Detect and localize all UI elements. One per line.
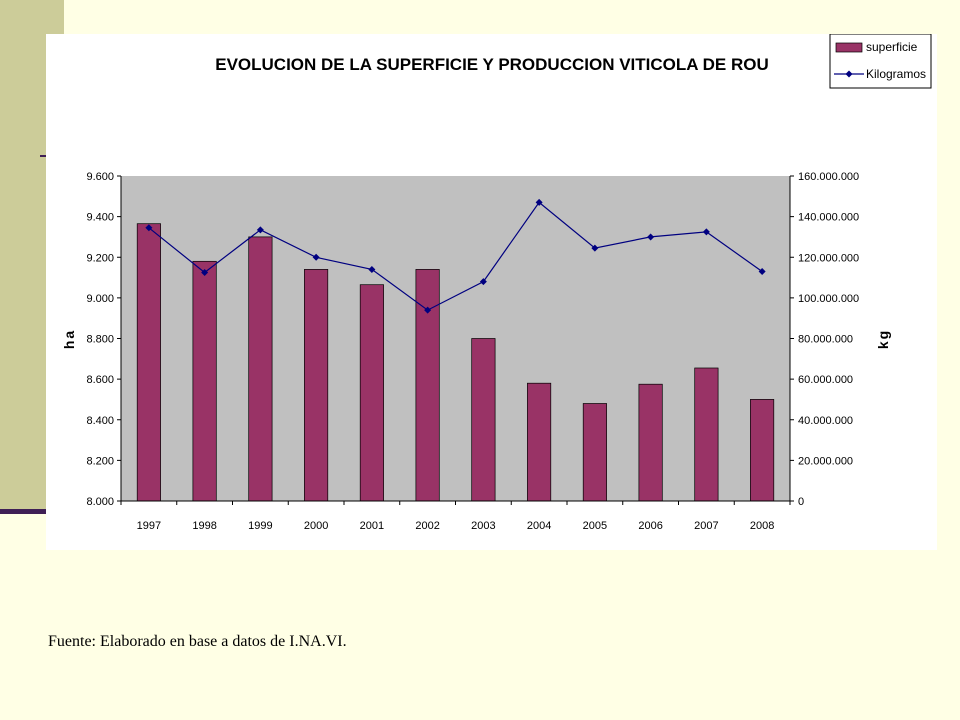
legend-swatch-superficie — [835, 42, 863, 53]
y-tick-left-label: 9.200 — [86, 252, 114, 264]
bar-superficie-1998 — [192, 260, 217, 502]
x-tick-label-1999: 1999 — [248, 520, 272, 532]
chart-title: EVOLUCION DE LA SUPERFICIE Y PRODUCCION … — [215, 55, 769, 74]
combo-chart: EVOLUCION DE LA SUPERFICIE Y PRODUCCION … — [61, 34, 932, 532]
y-tick-left-label: 8.000 — [86, 496, 114, 508]
legend-marker-kilogramos — [845, 70, 853, 78]
y-tick-right-label: 120.000.000 — [798, 252, 859, 264]
point-kilogramos-2000 — [312, 253, 320, 261]
x-tick-label-2001: 2001 — [360, 520, 384, 532]
bar-superficie-2005 — [582, 403, 607, 502]
bar-superficie-2006 — [638, 383, 663, 502]
bar-superficie-1999 — [248, 236, 273, 502]
bar-superficie-2004 — [527, 382, 552, 502]
x-tick-label-2003: 2003 — [471, 520, 495, 532]
legend-label-superficie: superficie — [866, 40, 918, 54]
y-tick-right-label: 40.000.000 — [798, 415, 853, 427]
y-tick-left-label: 8.800 — [86, 334, 114, 346]
x-tick-label-2006: 2006 — [638, 520, 662, 532]
y-tick-left-label: 8.200 — [86, 455, 114, 467]
point-kilogramos-1999 — [256, 226, 264, 234]
tick-labels: 8.000 0 8.200 20.000.000 8.400 40.000.000 8.60… — [86, 171, 859, 532]
y-tick-left-label: 9.400 — [86, 212, 114, 224]
y-tick-left-label: 8.600 — [86, 374, 114, 386]
y-tick-left-label: 9.600 — [86, 171, 114, 183]
x-tick-label-2007: 2007 — [694, 520, 718, 532]
y-axis-label-right: kg — [875, 329, 891, 349]
y-tick-right-label: 140.000.000 — [798, 212, 859, 224]
x-tick-label-2000: 2000 — [304, 520, 328, 532]
point-kilogramos-1997 — [145, 224, 153, 232]
bar-superficie-2007 — [694, 367, 719, 502]
line-series-kilogramos — [145, 198, 766, 314]
x-tick-label-2004: 2004 — [527, 520, 551, 532]
point-kilogramos-2008 — [758, 267, 766, 275]
x-tick-label-1997: 1997 — [137, 520, 161, 532]
x-tick-label-2005: 2005 — [583, 520, 607, 532]
axes — [117, 175, 794, 505]
point-kilogramos-2006 — [647, 233, 655, 241]
point-kilogramos-2004 — [535, 198, 543, 206]
chart-panel: EVOLUCION DE LA SUPERFICIE Y PRODUCCION … — [46, 34, 937, 550]
y-tick-right-label: 0 — [798, 496, 804, 508]
line-kilogramos — [148, 201, 763, 311]
bar-series-superficie — [136, 223, 775, 502]
y-tick-right-label: 80.000.000 — [798, 334, 853, 346]
y-axis-label-left: ha — [61, 329, 77, 349]
source-note: Fuente: Elaborado en base a datos de I.N… — [48, 633, 347, 650]
y-tick-right-label: 100.000.000 — [798, 293, 859, 305]
bar-superficie-1997 — [136, 223, 161, 502]
point-kilogramos-2005 — [591, 244, 599, 252]
x-tick-label-2002: 2002 — [415, 520, 439, 532]
side-decoration-line — [0, 509, 64, 514]
y-tick-right-label: 20.000.000 — [798, 455, 853, 467]
legend: superficie Kilogramos — [829, 34, 932, 89]
legend-label-kilogramos: Kilogramos — [866, 67, 926, 81]
bar-superficie-2001 — [359, 284, 384, 502]
bar-superficie-2008 — [750, 399, 775, 502]
point-kilogramos-2007 — [702, 228, 710, 236]
point-kilogramos-2002 — [424, 306, 432, 314]
x-tick-label-2008: 2008 — [750, 520, 774, 532]
decoration-tick — [40, 155, 50, 157]
y-tick-right-label: 160.000.000 — [798, 171, 859, 183]
y-tick-left-label: 8.400 — [86, 415, 114, 427]
bar-superficie-2003 — [471, 338, 496, 502]
bar-superficie-2000 — [304, 269, 329, 502]
y-tick-right-label: 60.000.000 — [798, 374, 853, 386]
point-kilogramos-1998 — [201, 268, 209, 276]
point-kilogramos-2003 — [479, 278, 487, 286]
y-tick-left-label: 9.000 — [86, 293, 114, 305]
point-kilogramos-2001 — [368, 265, 376, 273]
x-tick-label-1998: 1998 — [192, 520, 216, 532]
plot-area — [121, 176, 790, 501]
